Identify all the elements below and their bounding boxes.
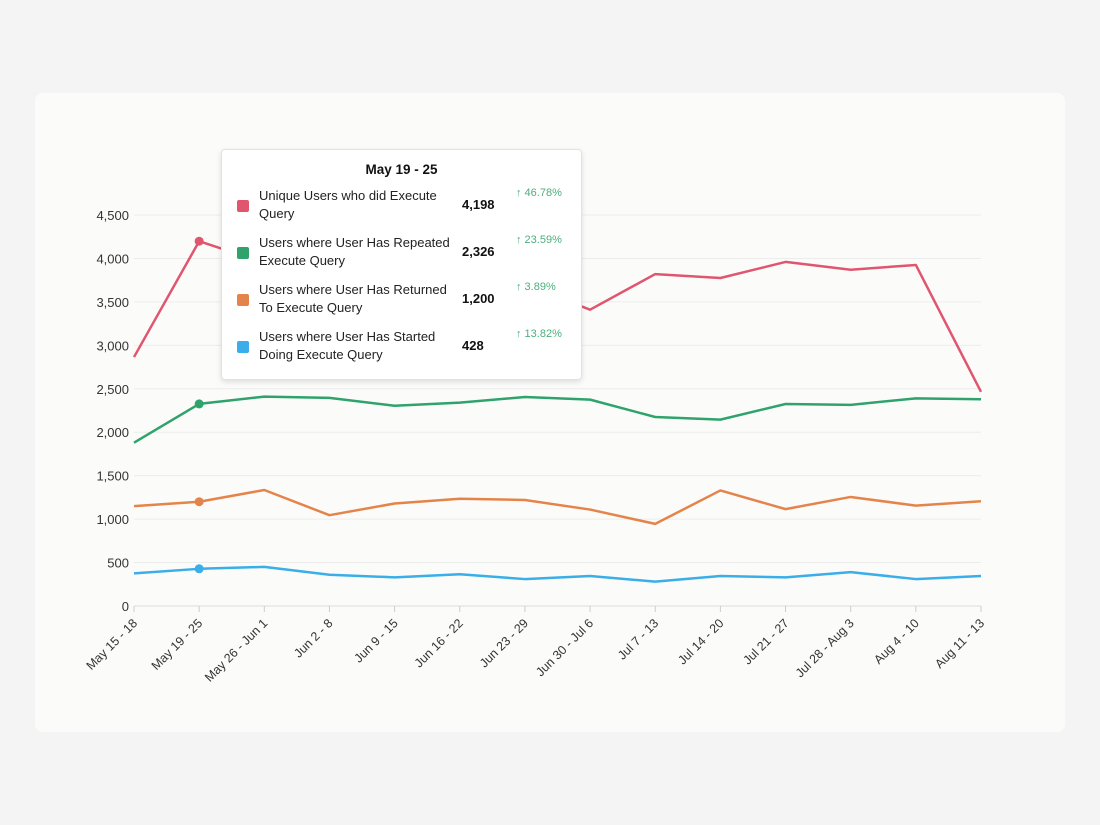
x-tick-label: May 19 - 25 bbox=[149, 616, 206, 673]
x-tick-label: Jul 14 - 20 bbox=[675, 616, 726, 667]
y-tick-label: 1,000 bbox=[96, 512, 129, 527]
legend-swatch bbox=[237, 341, 249, 353]
highlight-point bbox=[194, 497, 204, 507]
tooltip-change: ↑ 13.82% bbox=[516, 328, 562, 340]
x-tick-label: Jun 23 - 29 bbox=[477, 616, 531, 670]
tooltip-value: 4,198 bbox=[462, 197, 495, 212]
tooltip-row: Users where User Has Repeated Execute Qu… bbox=[222, 234, 581, 274]
tooltip-label: Unique Users who did Execute Query bbox=[259, 188, 437, 221]
tooltip-label: Users where User Has Returned To Execute… bbox=[259, 282, 447, 315]
series-line-1 bbox=[133, 395, 982, 444]
highlight-point bbox=[194, 236, 204, 246]
x-tick-label: Jul 28 - Aug 3 bbox=[793, 616, 857, 680]
tooltip-row: Users where User Has Started Doing Execu… bbox=[222, 328, 581, 368]
tooltip-row: Users where User Has Returned To Execute… bbox=[222, 281, 581, 321]
y-tick-label: 3,000 bbox=[96, 338, 129, 353]
y-tick-label: 3,500 bbox=[96, 295, 129, 310]
tooltip-label: Users where User Has Repeated Execute Qu… bbox=[259, 235, 450, 268]
series-line-2 bbox=[133, 488, 982, 526]
series-line-3 bbox=[133, 565, 982, 583]
highlight-point bbox=[194, 399, 204, 409]
x-tick-label: May 26 - Jun 1 bbox=[202, 616, 270, 684]
tooltip-value: 2,326 bbox=[462, 244, 495, 259]
x-tick-label: Jul 21 - 27 bbox=[740, 616, 791, 667]
y-tick-label: 2,000 bbox=[96, 425, 129, 440]
legend-swatch bbox=[237, 247, 249, 259]
legend-swatch bbox=[237, 200, 249, 212]
tooltip-title: May 19 - 25 bbox=[365, 162, 438, 177]
tooltip-label: Users where User Has Started Doing Execu… bbox=[259, 329, 436, 362]
y-tick-label: 2,500 bbox=[96, 382, 129, 397]
y-tick-label: 500 bbox=[107, 556, 129, 571]
x-tick-label: Jun 2 - 8 bbox=[291, 616, 335, 660]
x-tick-label: Jun 9 - 15 bbox=[352, 616, 401, 665]
highlight-point bbox=[194, 564, 204, 574]
legend-swatch bbox=[237, 294, 249, 306]
tooltip-row: Unique Users who did Execute Query 4,198… bbox=[222, 187, 581, 227]
x-tick-label: May 15 - 18 bbox=[84, 616, 141, 673]
x-tick-label: Jul 7 - 13 bbox=[615, 616, 661, 662]
y-tick-label: 4,000 bbox=[96, 251, 129, 266]
x-tick-label: Aug 11 - 13 bbox=[932, 616, 987, 671]
y-tick-label: 0 bbox=[122, 599, 129, 614]
x-tick-label: Aug 4 - 10 bbox=[871, 616, 922, 667]
x-tick-label: Jun 30 - Jul 6 bbox=[533, 616, 596, 679]
tooltip-change: ↑ 46.78% bbox=[516, 187, 562, 199]
tooltip-change: ↑ 23.59% bbox=[516, 234, 562, 246]
tooltip: May 19 - 25 Unique Users who did Execute… bbox=[221, 149, 582, 380]
tooltip-value: 428 bbox=[462, 338, 484, 353]
x-tick-label: Jun 16 - 22 bbox=[412, 616, 466, 670]
tooltip-change: ↑ 3.89% bbox=[516, 281, 556, 293]
y-tick-label: 4,500 bbox=[96, 208, 129, 223]
y-tick-label: 1,500 bbox=[96, 469, 129, 484]
tooltip-value: 1,200 bbox=[462, 291, 495, 306]
